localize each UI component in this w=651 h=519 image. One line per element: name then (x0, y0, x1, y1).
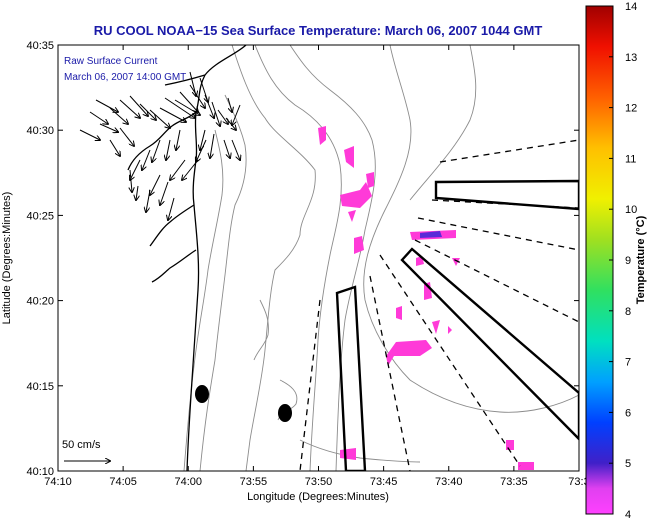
sst-cold-patch (420, 231, 442, 238)
current-legend-title: Raw Surface Current (64, 56, 158, 67)
colorbar-label: Temperature (°C) (635, 215, 647, 304)
x-tick-label: 73:40 (435, 476, 463, 488)
y-tick-labels: 40:35 40:30 40:25 40:20 40:15 40:10 (26, 40, 54, 478)
x-tick-labels: 74:10 74:05 74:00 73:55 73:50 73:45 73:40 73:35… (44, 476, 589, 488)
current-legend-time: March 06, 2007 14:00 GMT (64, 72, 186, 83)
colorbar-tick-label: 7 (625, 357, 631, 369)
y-tick-label: 40:20 (26, 296, 54, 308)
colorbar (585, 5, 614, 515)
x-tick-label: 73:35 (500, 476, 528, 488)
scale-label: 50 cm/s (62, 439, 101, 451)
y-axis-label: Latitude (Degrees:Minutes) (1, 192, 13, 325)
x-tick-label: 74:00 (174, 476, 202, 488)
y-ticks (58, 44, 579, 472)
x-tick-label: 73:50 (305, 476, 333, 488)
mooring-markers (195, 385, 292, 422)
colorbar-tick-label: 11 (625, 153, 636, 165)
colorbar-tick-label: 8 (625, 306, 631, 318)
colorbar-ticks: 4 5 6 7 8 9 10 11 12 13 14 (609, 1, 637, 519)
colorbar-tick-label: 6 (625, 407, 631, 419)
current-vectors (79, 71, 240, 220)
sst-patches (318, 126, 534, 470)
y-tick-label: 40:35 (26, 40, 54, 52)
x-tick-label: 73:55 (240, 476, 268, 488)
colorbar-tick-label: 12 (625, 103, 637, 115)
y-tick-label: 40:15 (26, 381, 54, 393)
colorbar-tick-label: 10 (625, 204, 637, 216)
colorbar-tick-label: 4 (625, 509, 631, 519)
x-ticks (57, 45, 580, 471)
y-tick-label: 40:10 (26, 466, 54, 478)
x-axis-label: Longitude (Degrees:Minutes) (247, 491, 389, 503)
y-tick-label: 40:30 (26, 125, 54, 137)
x-tick-label: 73:3 (568, 476, 589, 488)
x-tick-label: 74:10 (44, 476, 72, 488)
colorbar-tick-label: 5 (625, 458, 631, 470)
y-tick-label: 40:25 (26, 210, 54, 222)
figure-title: RU COOL NOAA−15 Sea Surface Temperature:… (94, 23, 543, 38)
sampling-boxes (335, 179, 579, 471)
colorbar-tick-label: 13 (625, 52, 637, 64)
x-tick-label: 74:05 (109, 476, 137, 488)
colorbar-tick-label: 9 (625, 255, 631, 267)
bathymetry-contours (183, 45, 579, 471)
x-tick-label: 73:45 (370, 476, 398, 488)
map-area: Raw Surface Current March 06, 2007 14:00… (58, 45, 579, 471)
colorbar-tick-label: 14 (625, 1, 637, 13)
